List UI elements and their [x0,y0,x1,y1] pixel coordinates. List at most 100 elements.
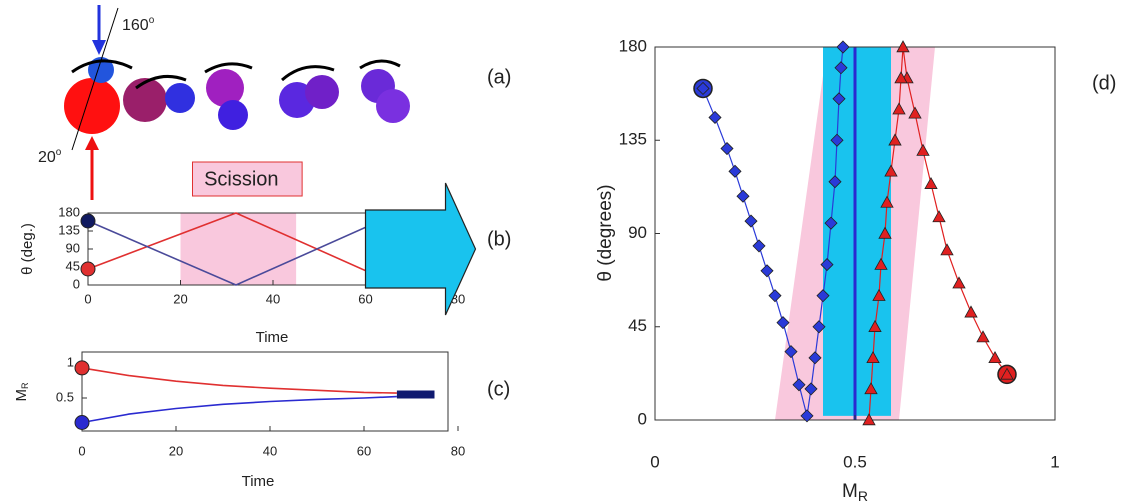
x-tick-label: 80 [451,443,465,458]
start-point [80,213,96,229]
scission-box [192,161,303,197]
series-line [81,367,397,394]
scission-label: Scission [204,168,278,190]
y-tick-label: 45 [66,258,80,273]
diamond-marker [728,164,742,178]
triangle-marker [976,330,990,343]
diagram-a: 160o 20o (a) [38,5,511,200]
y-label-sub: R [20,382,30,389]
x-tick-label: 40 [263,443,277,458]
triangle-marker [916,143,930,156]
x-axis-label: Time [242,473,275,490]
start-point [80,261,96,277]
x-tick-label: 1 [1050,452,1059,471]
arrow-head [85,136,99,150]
x-tick-label: 0 [650,452,659,471]
diamond-marker [832,92,846,106]
diamond-marker [804,382,818,396]
atom [218,100,248,130]
atom [64,78,120,134]
y-tick-label: 1 [67,354,74,369]
diamond-marker [828,175,842,189]
triangle-marker [880,195,894,208]
diamond-marker [800,409,814,423]
triangle-marker [878,226,892,239]
x-tick-label: 20 [173,291,187,306]
scission-band [180,213,297,285]
triangle-marker [872,288,886,301]
diamond-marker [776,316,790,330]
cyan-region [823,47,891,416]
y-axis-label: MR [13,382,30,402]
series-line [81,395,397,424]
arrow-head [92,40,106,55]
diamond-marker [792,378,806,392]
y-axis-label: θ (deg.) [19,223,36,275]
triangle-marker [1000,367,1014,380]
time-arrow [364,182,477,316]
y-tick-label: 135 [619,130,647,149]
diamond-marker [720,141,734,156]
x-label-text: Time [256,329,289,346]
degree: o [56,147,62,158]
axis-line [71,7,119,151]
rotation-arrows [71,59,401,90]
panel-label: (c) [487,378,510,400]
panel-label: (b) [487,228,511,250]
atom [123,78,167,122]
y-tick-label: 90 [66,240,80,255]
x-axis-label: MR [842,481,868,503]
triangle-marker [932,210,946,223]
y-tick-label: 90 [628,223,647,242]
angle-label: 20o [38,147,62,167]
diamond-marker [736,189,750,203]
triangle-marker [862,413,876,426]
y-tick-label: 135 [58,222,80,237]
x-tick-label: 60 [358,291,372,306]
diamond-marker [824,216,838,230]
y-tick-label: 0.5 [56,389,74,404]
triangle-marker [940,243,954,256]
x-tick-label: 20 [169,443,183,458]
triangle-marker [894,71,908,84]
diamond-marker [744,214,758,228]
x-label-text: Time [242,473,275,490]
x-label-text: M [842,481,858,502]
y-axis-label: θ (degrees) [595,184,616,281]
diamond-marker [830,133,844,147]
start-point [74,415,90,430]
atom [305,75,339,109]
triangle-marker [924,176,938,189]
y-label-text: θ (degrees) [595,184,616,281]
triangle-marker [868,319,882,332]
diamond-marker [812,320,826,334]
diamond-marker [760,264,774,278]
triangle-marker [908,106,922,119]
diamond-marker [708,110,722,125]
diamond-marker [820,258,834,272]
triangle-marker [952,276,966,289]
plot-frame [81,351,449,432]
triangle-marker [896,40,910,53]
diamond-marker [696,81,710,96]
y-tick-label: 0 [638,409,647,428]
diamond-marker [784,345,798,359]
atom [88,57,114,83]
triangle-marker [988,351,1002,364]
angle-value: 20 [38,149,56,166]
triangle-marker [866,351,880,364]
y-label-text: M [13,389,30,402]
diamond-marker [836,40,850,54]
y-label-text: θ (deg.) [19,223,36,275]
y-tick-label: 180 [58,204,80,219]
x-tick-label: 40 [266,291,280,306]
x-tick-label: 0 [84,291,91,306]
triangle-marker [964,305,978,318]
panel-label: (a) [487,66,511,88]
triangle-marker [884,164,898,177]
triangle-marker [874,257,888,270]
start-point [74,360,90,376]
triangle-marker [892,102,906,115]
panel-label: (d) [1092,72,1116,94]
